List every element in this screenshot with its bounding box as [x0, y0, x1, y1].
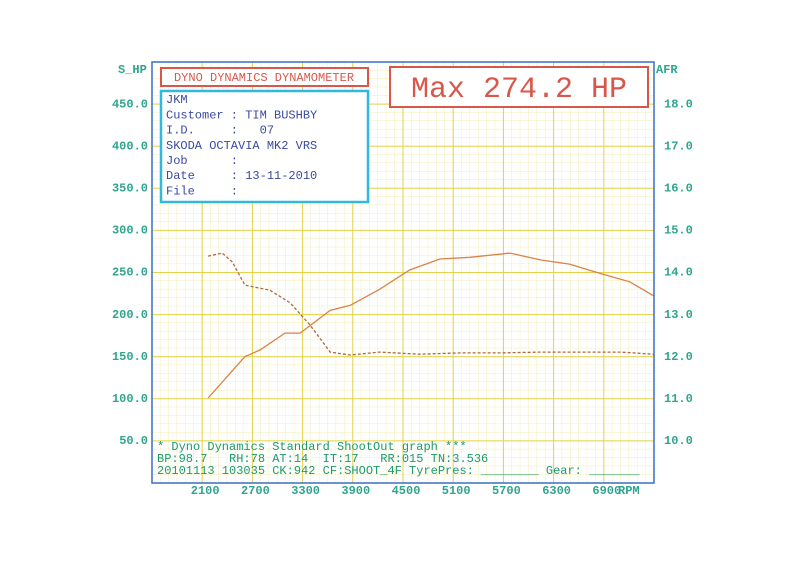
info-line: File :: [166, 184, 238, 198]
chart-title: DYNO DYNAMICS DYNAMOMETER: [174, 71, 354, 85]
y2-tick-label: 18.0: [664, 97, 693, 111]
y-tick-label: 50.0: [119, 434, 148, 448]
info-line: I.D. : 07: [166, 124, 274, 138]
y-tick-label: 450.0: [112, 97, 148, 111]
x-tick-label: 5700: [492, 484, 521, 498]
x-tick-label: 2100: [191, 484, 220, 498]
x-tick-label: 6300: [542, 484, 571, 498]
y2-tick-label: 10.0: [664, 434, 693, 448]
max-annotation: Max 274.2 HP: [411, 73, 627, 107]
title-box: [160, 67, 369, 87]
y2-tick-label: 14.0: [664, 266, 693, 280]
footer-line: 20101113 103035 CK:942 CF:SHOOT_4F TyreP…: [157, 464, 640, 478]
x-tick-label: 3900: [341, 484, 370, 498]
y-tick-label: 250.0: [112, 266, 148, 280]
plot-frame: [151, 61, 655, 484]
x-tick-label: 3300: [291, 484, 320, 498]
info-line: Date : 13-11-2010: [166, 169, 317, 183]
footer-line: * Dyno Dynamics Standard ShootOut graph …: [157, 440, 467, 454]
info-line: JKM: [166, 93, 188, 107]
y2-tick-label: 15.0: [664, 224, 693, 238]
y-tick-label: 400.0: [112, 139, 148, 153]
x-tick-label: 6900: [592, 484, 621, 498]
info-box: [159, 89, 370, 204]
info-line: Job :: [166, 154, 238, 168]
y-tick-label: 200.0: [112, 308, 148, 322]
data-line: [207, 252, 655, 356]
info-line: Customer : TIM BUSHBY: [166, 108, 317, 122]
info-line: SKODA OCTAVIA MK2 VRS: [166, 139, 317, 153]
y-tick-label: 150.0: [112, 350, 148, 364]
data-line: [207, 252, 655, 399]
y-tick-label: 100.0: [112, 392, 148, 406]
y-tick-label: 350.0: [112, 181, 148, 195]
y2-tick-label: 17.0: [664, 139, 693, 153]
y-axis-label: S_HP: [118, 63, 147, 77]
y-tick-label: 300.0: [112, 224, 148, 238]
y2-tick-label: 13.0: [664, 308, 693, 322]
y2-tick-label: 12.0: [664, 350, 693, 364]
y2-axis-label: AFR: [656, 63, 678, 77]
x-tick-label: 2700: [241, 484, 270, 498]
x-axis-label: RPM: [618, 484, 640, 498]
x-tick-label: 5100: [442, 484, 471, 498]
y2-tick-label: 11.0: [664, 392, 693, 406]
y2-tick-label: 16.0: [664, 181, 693, 195]
max-box: [389, 66, 649, 108]
x-tick-label: 4500: [392, 484, 421, 498]
footer-line: BP:98.7 RH:78 AT:14 IT:17 RR:015 TN:3.53…: [157, 452, 488, 466]
